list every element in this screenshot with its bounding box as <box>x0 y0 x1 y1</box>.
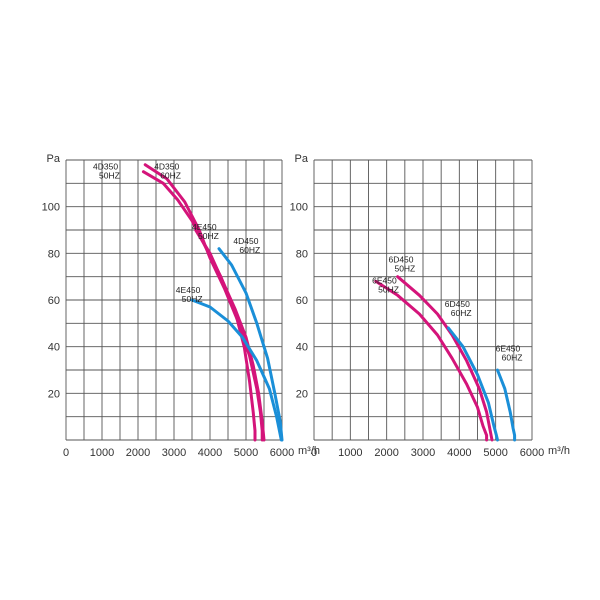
curve-label: 4D350 50HZ <box>93 161 120 180</box>
y-tick-label: 20 <box>48 388 60 400</box>
curve-6d450-50hz <box>396 275 494 442</box>
y-axis-unit: Pa <box>295 153 309 165</box>
x-tick-label: 1000 <box>338 447 362 459</box>
x-tick-label: 4000 <box>447 447 471 459</box>
curve-label: 4D450 60HZ <box>233 236 260 255</box>
x-tick-label: 3000 <box>162 447 186 459</box>
curve-label: 4E450 50HZ <box>192 222 219 241</box>
curve-label: 6E450 50HZ <box>372 276 399 295</box>
y-tick-label: 20 <box>296 388 308 400</box>
curve-6e450-50hz <box>374 279 489 442</box>
y-tick-label: 80 <box>296 248 308 260</box>
y-axis-unit: Pa <box>47 153 61 165</box>
left-chart-panel: 0 1000 2000 3000 4000 5000 6000 m³/h20406080100… <box>42 153 320 459</box>
curve-6d450-60hz <box>446 326 499 442</box>
curve-label: 6D450 60HZ <box>445 299 472 318</box>
x-tick-label: 6000 <box>270 447 294 459</box>
x-tick-label: 6000 <box>520 447 544 459</box>
x-axis-unit: m³/h <box>298 445 320 457</box>
curve-4d350-50hz <box>141 170 257 442</box>
x-tick-label: 5000 <box>234 447 258 459</box>
grid <box>65 159 283 441</box>
y-tick-label: 60 <box>48 295 60 307</box>
x-tick-label: 2000 <box>374 447 398 459</box>
x-tick-label: 0 <box>63 447 69 459</box>
x-tick-label: 5000 <box>483 447 507 459</box>
x-tick-label: 3000 <box>411 447 435 459</box>
curve-label: 6E450 60HZ <box>496 343 523 362</box>
curve-label: 4D350 60HZ <box>154 161 181 180</box>
x-tick-label: 1000 <box>90 447 114 459</box>
x-tick-label: 0 <box>311 447 317 459</box>
right-chart-panel: 0 1000 2000 3000 4000 5000 6000 m³/h 20 40 60 80 100… <box>290 153 570 459</box>
curve-4e450-60hz <box>194 228 266 442</box>
x-axis-unit: m³/h <box>548 445 570 457</box>
grid <box>313 159 533 441</box>
curve-4e450-50hz <box>190 298 283 442</box>
curve-label: 6D450 50HZ <box>388 255 415 274</box>
curve-4d450-60hz <box>217 247 284 442</box>
curve-label: 4E450 50HZ <box>176 285 203 304</box>
x-tick-label: 4000 <box>198 447 222 459</box>
y-tick-label: 60 <box>296 295 308 307</box>
curve-4d350-60hz <box>143 163 264 442</box>
x-tick-label: 2000 <box>126 447 150 459</box>
curve-6e450-60hz <box>496 368 517 442</box>
y-tick-label: 100 <box>42 202 60 214</box>
y-tick-label: 40 <box>296 342 308 354</box>
y-tick-label: 100 <box>290 202 308 214</box>
y-tick-label: 40 <box>48 342 60 354</box>
y-tick-label: 80 <box>48 248 60 260</box>
